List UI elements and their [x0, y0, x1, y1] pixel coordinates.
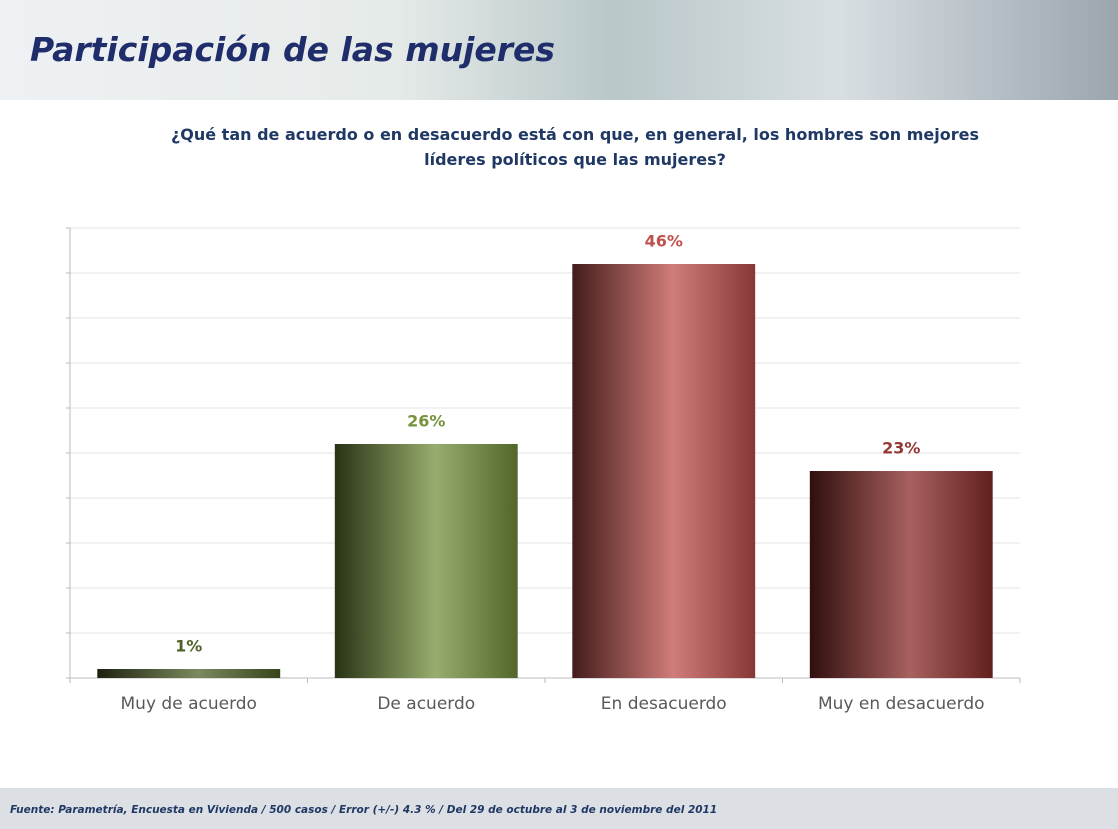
x-tick-label: De acuerdo	[377, 694, 475, 714]
bar	[334, 444, 518, 678]
value-label: 46%	[645, 232, 683, 251]
header-band	[0, 0, 1118, 100]
bar	[572, 264, 756, 678]
bar	[97, 669, 281, 678]
value-label: 1%	[175, 637, 202, 656]
question: ¿Qué tan de acuerdo o en desacuerdo está…	[170, 125, 980, 169]
footer-band	[0, 788, 1118, 829]
title: Participación de las mujeres	[30, 30, 556, 69]
x-tick-label: En desacuerdo	[601, 694, 727, 714]
value-label: 23%	[882, 439, 920, 458]
x-tick-label: Muy en desacuerdo	[818, 694, 985, 714]
bar	[809, 471, 993, 678]
value-label: 26%	[407, 412, 445, 431]
x-tick-label: Muy de acuerdo	[121, 694, 257, 714]
source: Fuente: Parametría, Encuesta en Vivienda…	[10, 804, 718, 816]
